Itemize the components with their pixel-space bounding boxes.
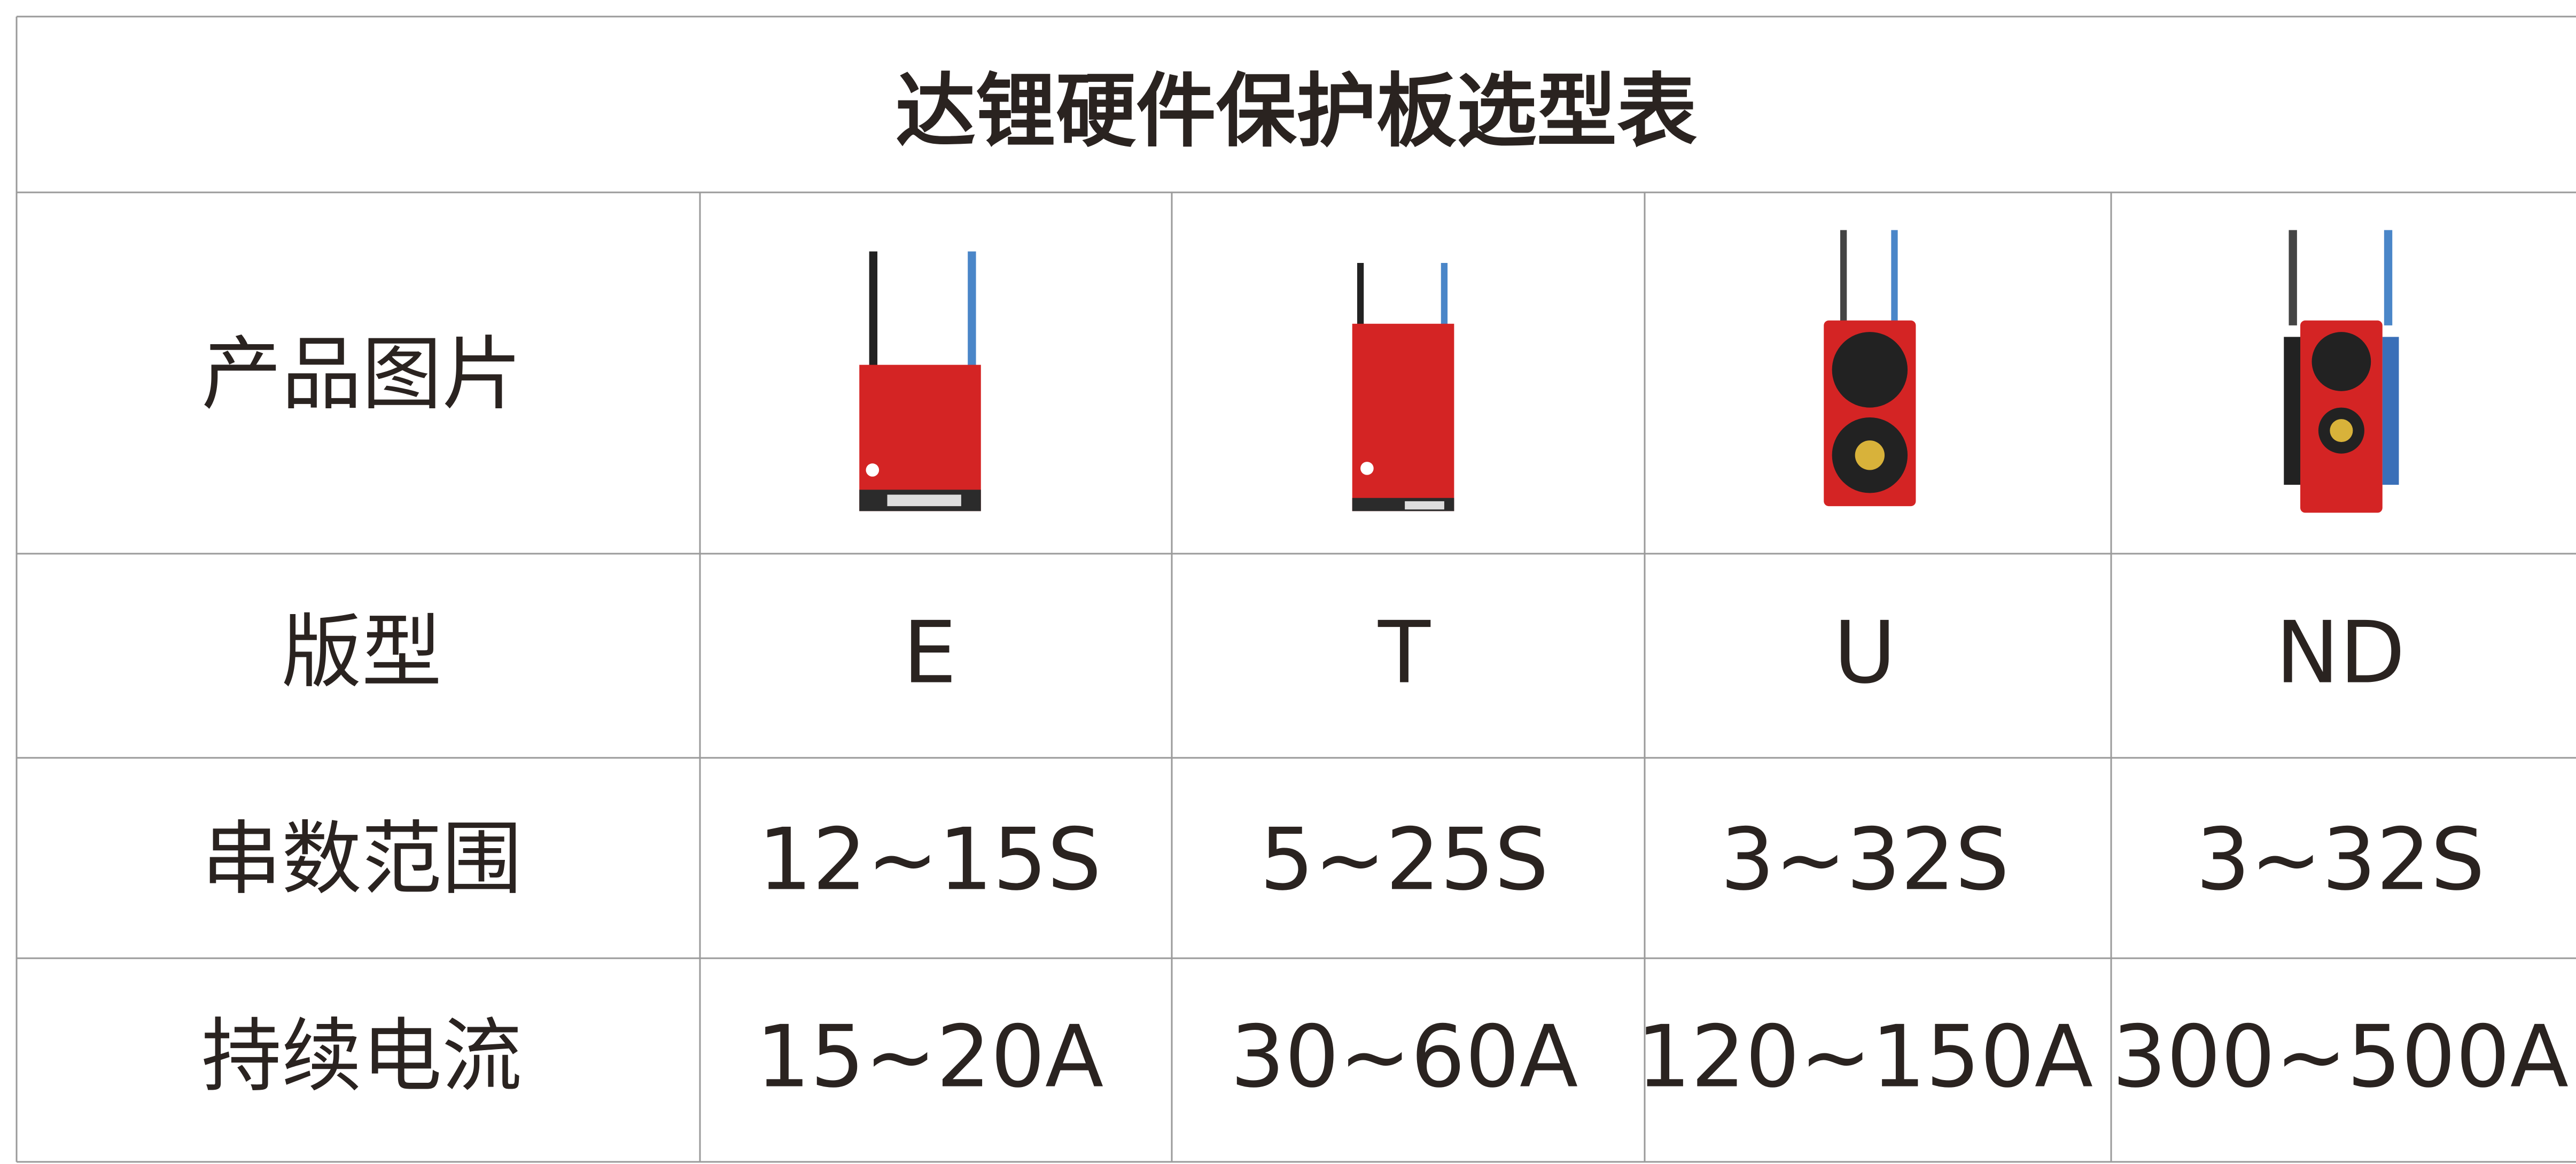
cell-value: ND xyxy=(2276,603,2406,703)
cell-value: 30~60A xyxy=(1231,1007,1578,1107)
cell-value: 15~20A xyxy=(756,1007,1104,1107)
cell-value: 300~500A xyxy=(2112,1007,2569,1107)
row-label: 产品图片 xyxy=(201,328,522,421)
cell-value: 120~150A xyxy=(1637,1007,2093,1107)
row-label: 持续电流 xyxy=(201,1010,522,1103)
board-t xyxy=(1352,263,1454,511)
cell-value: T xyxy=(1378,603,1431,703)
board-u xyxy=(1824,230,1916,507)
board-e xyxy=(859,251,981,511)
cell-value: 12~15S xyxy=(758,810,1102,910)
cell-value: 3~32S xyxy=(1720,810,2009,910)
board-nd xyxy=(2284,230,2399,513)
table-title: 达锂硬件保护板选型表 xyxy=(896,65,1697,158)
row-label: 版型 xyxy=(282,606,442,699)
cell-value: U xyxy=(1833,603,1896,703)
cell-value: 3~32S xyxy=(2196,810,2485,910)
cell-value: E xyxy=(902,603,956,703)
cell-value: 5~25S xyxy=(1259,810,1548,910)
product-images xyxy=(859,230,2399,513)
table-grid xyxy=(15,15,2576,1163)
row-label: 串数范围 xyxy=(201,813,522,906)
